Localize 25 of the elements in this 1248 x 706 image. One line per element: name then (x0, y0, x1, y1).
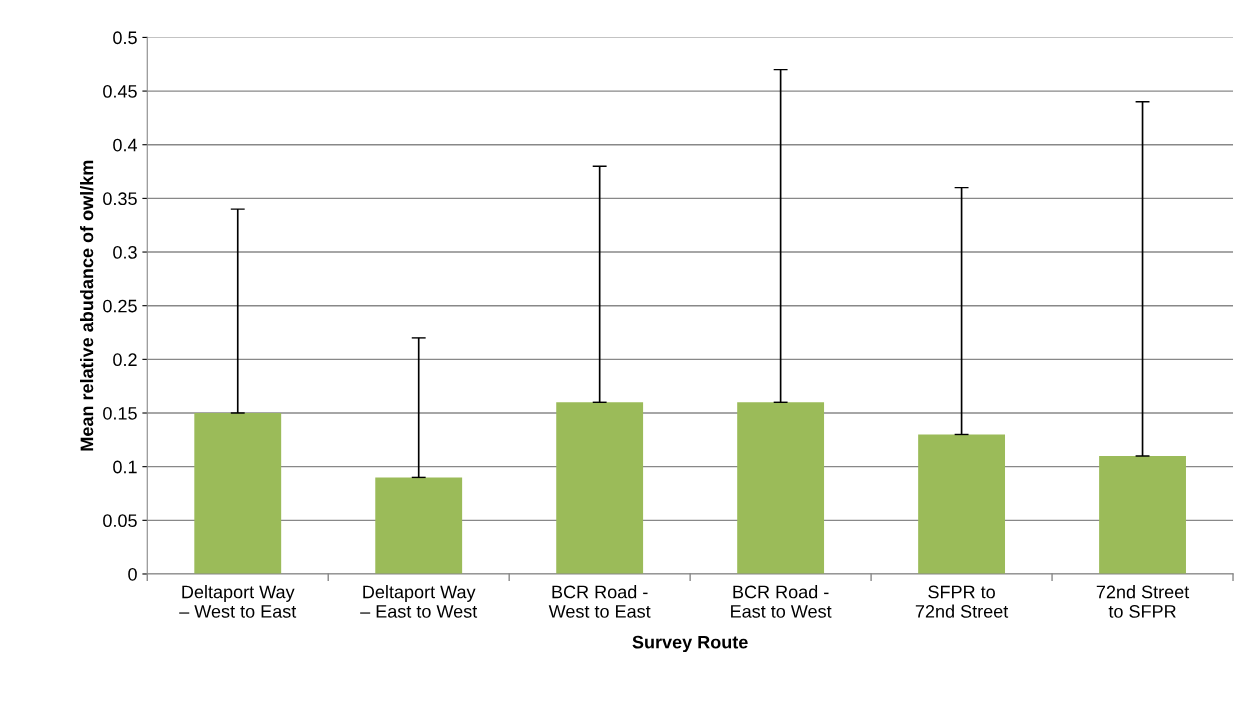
bar (737, 402, 825, 574)
x-tick-label: Deltaport Way – East to West (360, 585, 478, 618)
y-tick-label: 0.2 (113, 353, 137, 367)
y-tick-label: 0 (128, 567, 137, 581)
y-tick-label: 0.05 (103, 514, 137, 528)
y-tick-label: 0.15 (103, 406, 137, 420)
bar (1099, 455, 1186, 574)
y-axis-title: Mean relative abudance of owl/km (80, 160, 94, 451)
y-tick-label: 0.5 (113, 31, 137, 45)
x-tick-label: 72nd Street to SFPR (1096, 585, 1190, 618)
x-tick-label: SFPR to 72nd Street (915, 585, 1009, 618)
y-tick-label: 0.45 (103, 85, 137, 98)
y-tick-label: 0.4 (113, 138, 138, 152)
bar (375, 477, 463, 574)
bar (556, 402, 644, 574)
y-tick-label: 0.25 (103, 299, 137, 313)
x-tick-label: BCR Road - West to East (548, 585, 651, 618)
bar (918, 434, 1006, 574)
y-tick-label: 0.35 (103, 192, 137, 206)
x-axis-title: Survey Route (632, 635, 748, 653)
bar (194, 413, 282, 574)
y-tick-label: 0.1 (113, 460, 137, 474)
x-tick-label: Deltaport Way – West to East (179, 585, 297, 618)
y-tick-label: 0.3 (113, 245, 137, 259)
x-tick-label: BCR Road - East to West (731, 585, 832, 618)
